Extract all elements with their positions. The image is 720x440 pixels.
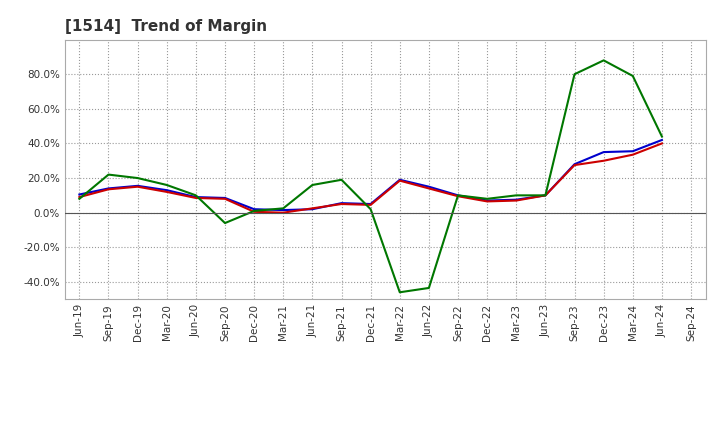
Net Income bbox=[570, 162, 579, 168]
Line: Operating Cashflow: Operating Cashflow bbox=[79, 60, 662, 292]
Net Income bbox=[599, 158, 608, 163]
Operating Cashflow bbox=[104, 172, 113, 177]
Net Income bbox=[279, 210, 287, 215]
Net Income bbox=[657, 141, 666, 146]
Operating Cashflow bbox=[454, 193, 462, 198]
Ordinary Income bbox=[657, 137, 666, 143]
Ordinary Income bbox=[133, 183, 142, 188]
Ordinary Income bbox=[250, 206, 258, 212]
Ordinary Income bbox=[279, 207, 287, 213]
Ordinary Income bbox=[395, 177, 404, 183]
Operating Cashflow bbox=[570, 72, 579, 77]
Operating Cashflow bbox=[337, 177, 346, 183]
Operating Cashflow bbox=[163, 182, 171, 187]
Operating Cashflow bbox=[220, 220, 229, 226]
Line: Net Income: Net Income bbox=[79, 143, 662, 213]
Net Income bbox=[192, 195, 200, 201]
Operating Cashflow bbox=[483, 196, 492, 202]
Net Income bbox=[483, 199, 492, 204]
Operating Cashflow bbox=[279, 205, 287, 211]
Operating Cashflow bbox=[395, 290, 404, 295]
Operating Cashflow bbox=[308, 182, 317, 187]
Operating Cashflow bbox=[192, 193, 200, 198]
Ordinary Income bbox=[570, 161, 579, 167]
Net Income bbox=[250, 209, 258, 214]
Ordinary Income bbox=[192, 194, 200, 200]
Net Income bbox=[366, 202, 375, 208]
Operating Cashflow bbox=[250, 208, 258, 213]
Ordinary Income bbox=[425, 184, 433, 189]
Net Income bbox=[75, 194, 84, 200]
Net Income bbox=[425, 186, 433, 191]
Ordinary Income bbox=[512, 197, 521, 202]
Operating Cashflow bbox=[75, 196, 84, 202]
Operating Cashflow bbox=[425, 285, 433, 290]
Net Income bbox=[104, 187, 113, 192]
Net Income bbox=[512, 198, 521, 203]
Operating Cashflow bbox=[599, 58, 608, 63]
Ordinary Income bbox=[454, 193, 462, 198]
Operating Cashflow bbox=[629, 73, 637, 79]
Text: [1514]  Trend of Margin: [1514] Trend of Margin bbox=[65, 19, 267, 34]
Ordinary Income bbox=[541, 193, 550, 198]
Ordinary Income bbox=[599, 150, 608, 155]
Ordinary Income bbox=[366, 202, 375, 207]
Net Income bbox=[308, 205, 317, 211]
Ordinary Income bbox=[220, 195, 229, 201]
Operating Cashflow bbox=[366, 206, 375, 212]
Net Income bbox=[133, 184, 142, 189]
Net Income bbox=[629, 152, 637, 158]
Operating Cashflow bbox=[657, 134, 666, 139]
Ordinary Income bbox=[163, 187, 171, 193]
Net Income bbox=[541, 193, 550, 198]
Net Income bbox=[454, 194, 462, 199]
Operating Cashflow bbox=[512, 193, 521, 198]
Operating Cashflow bbox=[541, 193, 550, 198]
Net Income bbox=[163, 189, 171, 194]
Ordinary Income bbox=[483, 198, 492, 203]
Net Income bbox=[395, 178, 404, 183]
Ordinary Income bbox=[75, 192, 84, 197]
Ordinary Income bbox=[308, 206, 317, 212]
Line: Ordinary Income: Ordinary Income bbox=[79, 140, 662, 210]
Net Income bbox=[337, 202, 346, 207]
Net Income bbox=[220, 196, 229, 202]
Ordinary Income bbox=[104, 186, 113, 191]
Operating Cashflow bbox=[133, 176, 142, 181]
Ordinary Income bbox=[337, 201, 346, 206]
Ordinary Income bbox=[629, 149, 637, 154]
